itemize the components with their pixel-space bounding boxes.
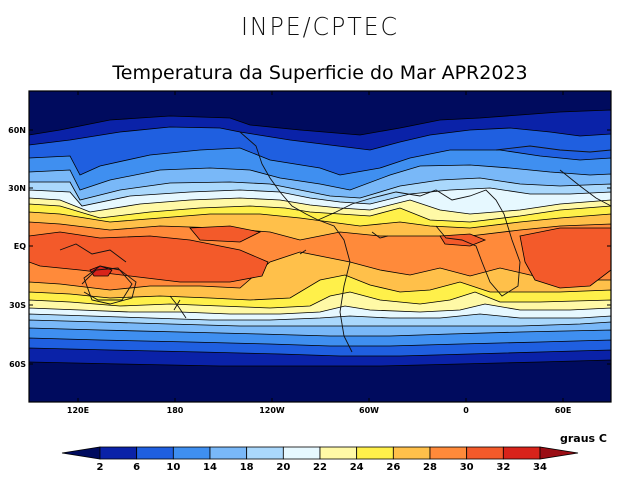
lon-label: 60W [359,406,379,415]
legend-swatch [172,446,211,460]
lon-label: 120E [67,406,89,415]
warm-patch-30-32-indian [519,227,611,289]
lon-label: 120W [259,406,285,415]
legend-tick-label: 22 [313,462,327,473]
lat-axis: 60N 30N EQ 30S 60S [8,126,611,369]
legend-swatch [466,446,504,460]
warm-patch-30-32-west-pacific [29,231,269,283]
legend-arrow-low [61,446,101,460]
legend-units: graus C [560,432,608,445]
map-title: Temperatura da Superficie do Mar APR2023 [112,62,528,84]
legend-swatch [429,446,468,460]
band-lt2-south [29,359,611,402]
sst-field [29,91,611,402]
legend-tick-label: 24 [350,462,364,473]
hot-spot-32-34 [89,265,113,277]
australia-land [83,265,137,305]
legend-swatch [246,446,284,460]
legend-swatch [502,446,541,460]
lon-label: 60E [555,406,572,415]
legend-tick-label: 26 [386,462,400,473]
legend-swatch [356,446,394,460]
legend-tick-label: 32 [496,462,510,473]
legend-tick-label: 2 [97,462,104,473]
legend-tick-label: 34 [533,462,547,473]
lat-label: 30N [8,184,26,193]
legend-tick-label: 10 [166,462,180,473]
lat-label: EQ [14,242,26,251]
legend-tick-label: 6 [133,462,140,473]
legend-tick-label: 20 [276,462,290,473]
legend-tick-label: 28 [423,462,437,473]
lon-axis: 120E 180 120W 60W 0 60E [67,91,571,415]
legend-swatch [136,446,174,460]
legend-swatch [209,446,248,460]
color-legend: 2 6 10 14 18 20 22 24 26 28 30 32 34 [61,446,579,473]
warm-patch-30-32-central-pacific [189,225,262,243]
legend-swatch [282,446,321,460]
coastlines [59,131,611,353]
lat-label: 60S [9,360,26,369]
legend-swatch [392,446,431,460]
legend-tick-label: 30 [460,462,474,473]
legend-tick-label: 18 [240,462,254,473]
inpe-cptec-logo: INPE/CPTEC [240,12,400,41]
legend-tick-label: 14 [203,462,217,473]
legend-swatch [99,446,138,460]
legend-arrow-high [539,446,579,460]
lon-label: 0 [463,406,469,415]
legend-swatch [319,446,358,460]
lat-label: 30S [9,301,26,310]
lat-label: 60N [8,126,26,135]
lon-label: 180 [167,406,184,415]
